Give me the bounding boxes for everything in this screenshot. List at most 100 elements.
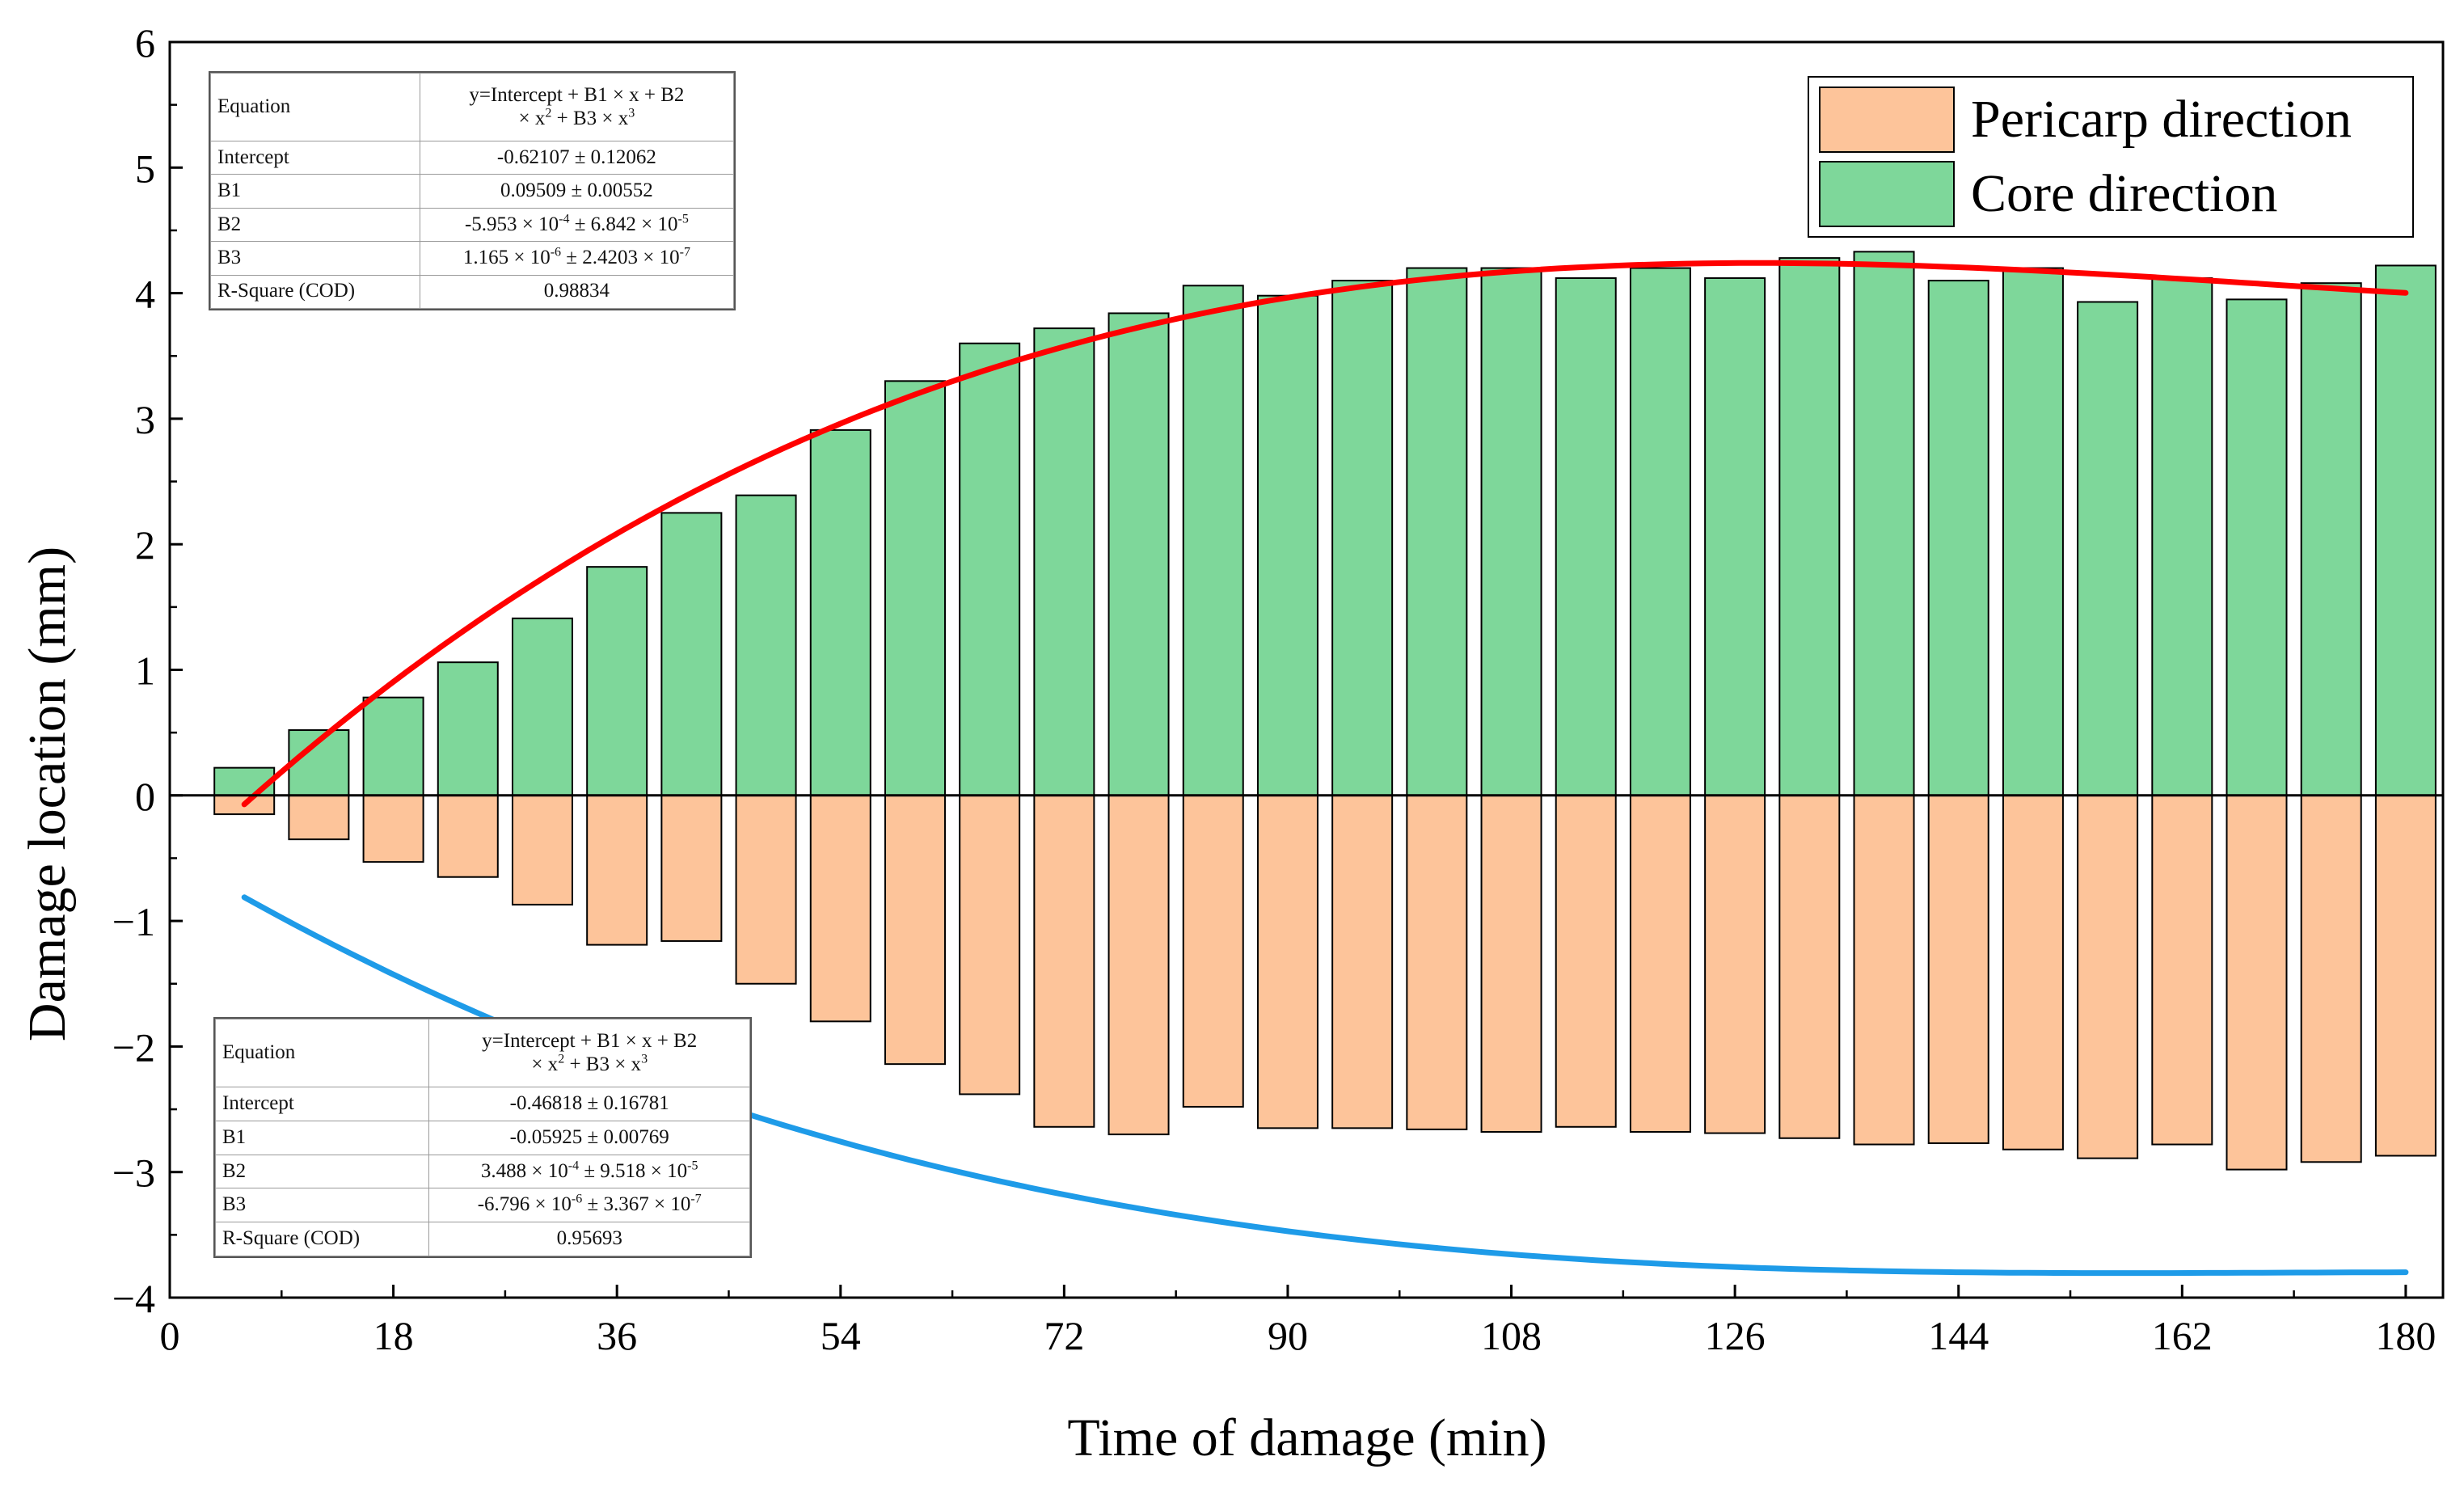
pericarp-b2-value: 3.488 × 10-4 ± 9.518 × 10-5 — [428, 1154, 750, 1189]
pericarp-b1-label: B1 — [214, 1120, 430, 1155]
pericarp-bar-156 — [2077, 794, 2139, 1159]
core-bar-144 — [1927, 280, 1989, 796]
core-equation-label: Equation — [210, 73, 420, 141]
pericarp-bar-150 — [2002, 794, 2064, 1150]
pericarp-b3-pre: -6.796 × 10 — [477, 1193, 572, 1216]
core-bar-90 — [1256, 294, 1318, 796]
core-bar-156 — [2077, 301, 2139, 796]
pericarp-bar-84 — [1182, 794, 1244, 1108]
core-intercept-label: Intercept — [210, 140, 420, 175]
pericarp-equation-sup1: 2 — [558, 1052, 565, 1066]
core-b2-exp2: -5 — [677, 212, 689, 226]
pericarp-equation-line2-mid: + B3 × x — [564, 1053, 642, 1075]
pericarp-bar-66 — [959, 794, 1021, 1096]
core-bar-168 — [2226, 298, 2288, 796]
core-bar-132 — [1778, 257, 1841, 796]
x-axis-label: Time of damage (min) — [1067, 1408, 1546, 1467]
pericarp-r2-label: R-Square (COD) — [214, 1222, 430, 1256]
core-bar-108 — [1480, 267, 1542, 796]
core-b2-mid: ± 6.842 × 10 — [569, 213, 678, 235]
x-tick-label-180: 180 — [2375, 1313, 2436, 1358]
core-r2-value: 0.98834 — [419, 274, 735, 310]
pericarp-b3-mid: ± 3.367 × 10 — [582, 1193, 691, 1216]
pericarp-b3-exp: -6 — [571, 1193, 583, 1207]
y-tick-label-6: 0 — [135, 774, 155, 819]
core-fit-table: Equation y=Intercept + B1 × x + B2 × x2 … — [209, 71, 736, 310]
core-bar-174 — [2300, 282, 2362, 796]
core-b2-exp: -4 — [559, 212, 570, 226]
x-tick-label-36: 36 — [597, 1313, 637, 1358]
core-intercept-value: -0.62107 ± 0.12062 — [419, 140, 735, 175]
pericarp-r2-value: 0.95693 — [428, 1222, 750, 1256]
core-r2-label: R-Square (COD) — [210, 274, 420, 310]
pericarp-b3-value: -6.796 × 10-6 ± 3.367 × 10-7 — [428, 1188, 750, 1223]
pericarp-bar-90 — [1256, 794, 1318, 1129]
core-b3-mid: ± 2.4203 × 10 — [561, 246, 680, 268]
pericarp-b2-exp: -4 — [567, 1159, 580, 1173]
x-tick-label-144: 144 — [1928, 1313, 1989, 1358]
pericarp-bar-60 — [884, 794, 946, 1066]
legend: Pericarp direction Core direction — [1808, 76, 2414, 238]
core-bar-162 — [2151, 277, 2213, 796]
y-tick-label-1: 5 — [135, 146, 155, 191]
core-b3-pre: 1.165 × 10 — [462, 246, 551, 268]
core-bar-24 — [437, 661, 499, 796]
pericarp-bar-126 — [1704, 794, 1766, 1134]
pericarp-bar-138 — [1853, 794, 1915, 1146]
pericarp-b2-label: B2 — [214, 1154, 430, 1189]
pericarp-bar-114 — [1555, 794, 1617, 1128]
y-tick-label-4: 2 — [135, 522, 155, 568]
x-tick-label-54: 54 — [821, 1313, 861, 1358]
pericarp-bar-18 — [362, 794, 424, 863]
pericarp-bar-36 — [586, 794, 648, 946]
pericarp-equation-sup2: 3 — [641, 1052, 648, 1066]
legend-label-pericarp: Pericarp direction — [1971, 90, 2352, 149]
y-tick-label-9: −3 — [112, 1150, 155, 1196]
pericarp-bar-144 — [1927, 794, 1989, 1144]
core-equation-line1: y=Intercept + B1 × x + B2 — [469, 83, 685, 106]
core-bar-126 — [1704, 277, 1766, 796]
x-tick-label-0: 0 — [160, 1313, 180, 1358]
pericarp-bar-168 — [2226, 794, 2288, 1171]
core-bar-42 — [660, 512, 723, 796]
core-b3-exp2: -7 — [679, 245, 690, 260]
pericarp-equation-value: y=Intercept + B1 × x + B2 × x2 + B3 × x3 — [428, 1019, 750, 1087]
y-tick-label-7: −1 — [112, 899, 155, 944]
legend-swatch-pericarp — [1819, 87, 1955, 153]
core-equation-sup1: 2 — [545, 106, 552, 120]
y-tick-label-2: 4 — [135, 272, 155, 317]
core-b1-value: 0.09509 ± 0.00552 — [419, 174, 735, 209]
core-bar-180 — [2374, 264, 2437, 796]
pericarp-bar-102 — [1406, 794, 1468, 1130]
pericarp-bar-54 — [809, 794, 871, 1023]
pericarp-bar-174 — [2300, 794, 2362, 1163]
core-bar-120 — [1629, 267, 1691, 796]
pericarp-equation-label: Equation — [214, 1019, 430, 1087]
pericarp-b3-exp2: -7 — [690, 1193, 702, 1207]
pericarp-bar-72 — [1033, 794, 1095, 1128]
y-tick-label-3: 3 — [135, 397, 155, 442]
pericarp-intercept-label: Intercept — [214, 1087, 430, 1121]
pericarp-b3-label: B3 — [214, 1188, 430, 1223]
core-bar-138 — [1853, 251, 1915, 796]
pericarp-equation-line1: y=Intercept + B1 × x + B2 — [482, 1029, 698, 1052]
x-tick-label-126: 126 — [1705, 1313, 1766, 1358]
core-fit-curve — [241, 260, 2409, 808]
core-b2-label: B2 — [210, 207, 420, 243]
core-b2-value: -5.953 × 10-4 ± 6.842 × 10-5 — [419, 207, 735, 243]
core-equation-sup2: 3 — [628, 106, 635, 120]
core-bar-48 — [735, 494, 797, 796]
y-axis-label: Damage location (mm) — [18, 547, 77, 1041]
core-b2-pre: -5.953 × 10 — [464, 213, 559, 235]
pericarp-b2-pre: 3.488 × 10 — [480, 1159, 568, 1182]
pericarp-b2-mid: ± 9.518 × 10 — [579, 1159, 688, 1182]
pericarp-b1-value: -0.05925 ± 0.00769 — [428, 1120, 750, 1155]
core-bar-84 — [1182, 285, 1244, 796]
pericarp-intercept-value: -0.46818 ± 0.16781 — [428, 1087, 750, 1121]
legend-swatch-core — [1819, 161, 1955, 227]
x-tick-label-90: 90 — [1268, 1313, 1308, 1358]
y-tick-label-10: −4 — [112, 1276, 155, 1321]
core-equation-line2-mid: + B3 × x — [551, 107, 629, 129]
